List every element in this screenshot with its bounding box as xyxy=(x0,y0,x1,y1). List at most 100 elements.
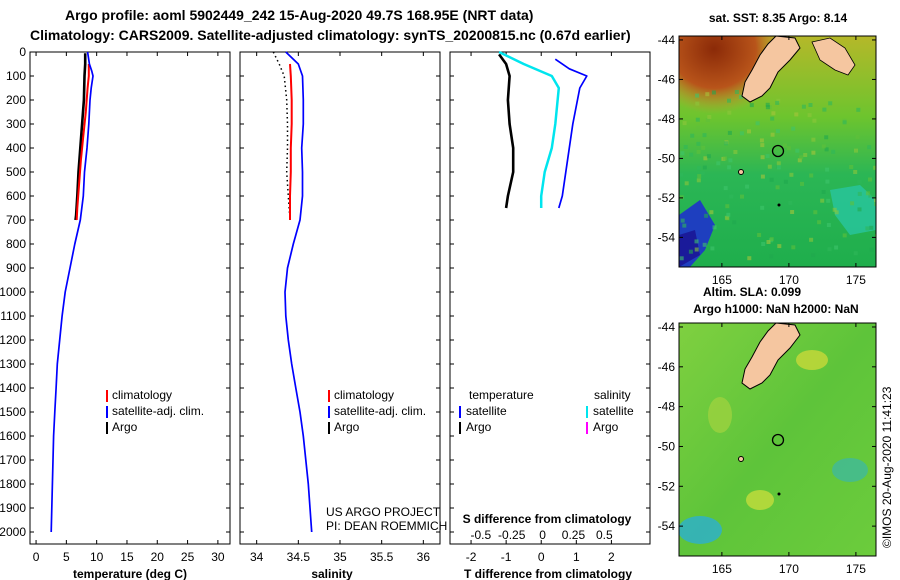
sst-pixel xyxy=(739,131,744,136)
sst-pixel xyxy=(783,179,788,184)
salinity-legend: climatology satellite-adj. clim. Argo xyxy=(328,388,426,434)
sst-pixel xyxy=(727,110,732,115)
depth-tick-label: 200 xyxy=(6,93,26,107)
sst-pixel xyxy=(809,237,814,242)
sst-pixel xyxy=(740,194,744,199)
sst-pixel xyxy=(680,151,685,156)
sst-pixel xyxy=(820,198,825,203)
x-tick-label: 34.5 xyxy=(287,550,311,564)
series-line-temperature-argo xyxy=(498,53,515,209)
credit-project: US ARGO PROJECT xyxy=(326,505,441,519)
sst-pixel xyxy=(873,165,876,170)
sst-pixel xyxy=(688,249,693,254)
auckland-island xyxy=(738,456,744,462)
sst-map-title: sat. SST: 8.35 Argo: 8.14 xyxy=(709,11,848,25)
credit-pi: PI: DEAN ROEMMICH xyxy=(326,519,447,533)
sst-pixel xyxy=(857,207,862,212)
sst-pixel xyxy=(759,138,764,143)
sst-pixel xyxy=(769,254,774,259)
sla-map-frame xyxy=(678,322,877,557)
sst-pixel xyxy=(811,253,816,258)
temperature-axis-label: temperature (deg C) xyxy=(73,567,187,580)
sla-high-patch xyxy=(708,397,732,433)
new-zealand-landmass xyxy=(741,323,801,390)
sst-pixel xyxy=(808,103,813,107)
sst-pixel xyxy=(789,172,794,177)
sst-pixel xyxy=(831,149,836,154)
lon-tick-label: 165 xyxy=(712,273,732,287)
sst-pixel xyxy=(775,100,780,105)
sst-pixel xyxy=(853,251,858,256)
temperature-plot: 0 5 10 15 20 25 30 xyxy=(33,51,225,564)
depth-tick-label: 1300 xyxy=(0,357,26,371)
sst-pixel xyxy=(776,161,781,166)
sst-pixel xyxy=(786,146,791,151)
sst-pixel xyxy=(702,242,707,247)
sst-pixel xyxy=(867,145,872,150)
series-line-satellite-adj-clim- xyxy=(50,51,94,533)
sst-pixel xyxy=(824,135,829,140)
sst-pixel xyxy=(800,181,804,186)
sst-cold-core xyxy=(679,230,700,267)
lat-tick-label: -52 xyxy=(658,191,676,205)
sst-pixel xyxy=(868,177,872,182)
sst-pixel xyxy=(775,185,780,190)
sst-pixel xyxy=(745,184,750,189)
title-line-2: Climatology: CARS2009. Satellite-adjuste… xyxy=(30,27,631,43)
sst-pixel xyxy=(794,112,799,117)
sst-pixel xyxy=(842,233,847,238)
sst-pixel xyxy=(682,223,687,228)
sst-pixel xyxy=(797,158,802,163)
series-line-temperature-satellite xyxy=(554,58,588,209)
sst-pixel xyxy=(747,129,751,134)
series-line-climatology xyxy=(289,63,293,220)
sst-pixel xyxy=(855,135,860,139)
sst-pixel xyxy=(679,172,683,177)
s-difference-axis-label: S difference from climatology xyxy=(463,512,632,526)
s-difference-ticks: -0.5 -0.25 0 0.25 0.5 xyxy=(471,528,613,542)
sst-pixel xyxy=(825,167,830,172)
sst-pixel xyxy=(853,170,858,174)
sst-pixel xyxy=(697,166,701,171)
lat-tick-label: -46 xyxy=(658,72,676,86)
depth-tick-label: 700 xyxy=(6,213,26,227)
x-tick-label: 5 xyxy=(63,550,70,564)
depth-tick-label: 100 xyxy=(6,69,26,83)
sst-pixel xyxy=(765,105,770,110)
sst-pixel xyxy=(696,125,700,130)
lon-tick-label: 175 xyxy=(846,273,866,287)
depth-tick-label: 600 xyxy=(6,189,26,203)
sst-map: -44 -46 -48 -50 -52 -54 165 170 175 xyxy=(658,33,877,287)
x-tick-label: 35.5 xyxy=(370,550,394,564)
sst-pixel xyxy=(707,115,712,119)
sst-pixel xyxy=(712,225,717,230)
sst-pixel xyxy=(776,165,781,170)
lon-tick-label: 165 xyxy=(712,562,732,576)
lat-tick-label: -48 xyxy=(658,112,676,126)
sst-pixel xyxy=(856,107,861,112)
sst-pixel xyxy=(701,145,706,150)
sst-pixel xyxy=(757,233,762,237)
lon-tick-label: 175 xyxy=(846,562,866,576)
t-difference-axis-label: T difference from climatology xyxy=(464,567,632,580)
sst-pixel xyxy=(821,190,826,194)
sla-low-patch xyxy=(679,516,722,544)
sst-pixel xyxy=(822,107,827,112)
title-line-1: Argo profile: aoml 5902449_242 15-Aug-20… xyxy=(65,7,533,23)
s-diff-tick-label: -0.5 xyxy=(471,528,492,542)
sst-pixel xyxy=(760,174,765,179)
sst-pixel xyxy=(679,195,684,200)
sst-pixel xyxy=(755,121,760,126)
legend-t-satellite-label: satellite xyxy=(466,404,507,418)
sst-pixel xyxy=(704,213,709,218)
sst-pixel xyxy=(680,218,685,223)
sst-pixel xyxy=(809,173,814,178)
depth-tick-label: 2000 xyxy=(0,525,26,539)
sst-pixel xyxy=(738,95,743,99)
lat-tick-label: -54 xyxy=(658,519,676,533)
sst-pixel xyxy=(695,93,700,98)
salinity-panel-frame xyxy=(239,51,441,545)
legend-climatology-label: climatology xyxy=(112,388,172,402)
sst-pixel xyxy=(694,239,699,244)
sla-high-patch xyxy=(796,350,828,370)
